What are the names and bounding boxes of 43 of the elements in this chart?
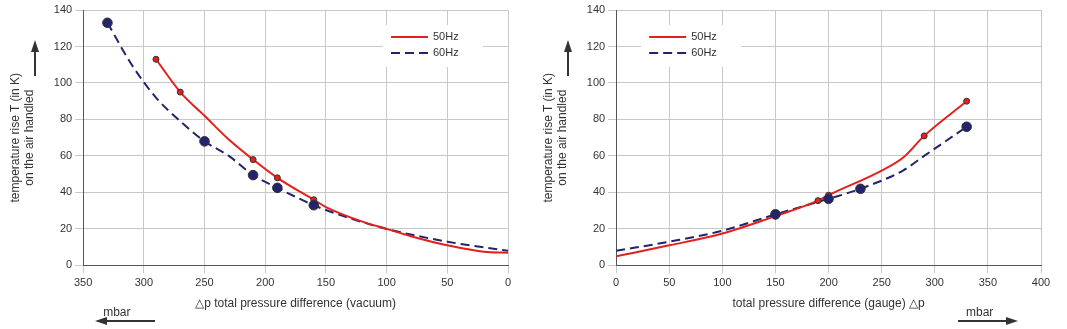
legend-label: 60Hz (691, 46, 717, 59)
y-tick-label: 80 (59, 112, 73, 125)
y-axis-title: temperature rise T (in K) on the air handled (540, 72, 569, 203)
x-tick-label: 200 (256, 276, 275, 289)
x-tick-label: 100 (377, 276, 396, 289)
y-tick-label: 0 (66, 258, 73, 271)
x-tick-label: 150 (766, 276, 785, 289)
text: mbar (103, 305, 131, 319)
x-tick-label: 400 (1031, 276, 1051, 289)
x-tick-label: 0 (613, 276, 620, 289)
y-tick-label: 40 (592, 185, 606, 198)
y-tick-label: 120 (53, 39, 73, 52)
x-tick-label: 250 (195, 276, 214, 289)
x-tick-label: 100 (713, 276, 732, 289)
y-tick-label: 100 (586, 76, 606, 88)
y-tick-label: 120 (586, 39, 606, 52)
y-tick-label: 80 (592, 112, 606, 125)
x-tick-label: 350 (978, 276, 998, 289)
x-tick-label: 150 (316, 276, 336, 289)
y-tick-label: 100 (53, 76, 73, 88)
x-tick-label: 50 (441, 276, 454, 289)
y-tick-label: 0 (599, 258, 606, 271)
legend-label: 50Hz (433, 30, 459, 43)
y-axis-title: temperature rise T (in K) on the air handled (7, 72, 36, 203)
y-tick-label: 20 (59, 221, 73, 234)
y-tick-label: 140 (53, 3, 73, 16)
text: mbar (966, 305, 994, 319)
x-axis-title: △p total pressure difference (vacuum) (195, 296, 397, 311)
y-tick-label: 60 (592, 148, 606, 161)
x-tick-label: 300 (925, 276, 944, 289)
x-tick-label: 200 (819, 276, 838, 289)
y-tick-label: 40 (59, 185, 73, 198)
legend-label: 60Hz (433, 46, 459, 59)
y-tick-label: 20 (592, 221, 606, 234)
x-tick-label: 250 (872, 276, 891, 289)
x-tick-label: 300 (134, 276, 154, 289)
legend-label: 50Hz (691, 30, 717, 43)
x-axis-title: total pressure difference (gauge) △p (732, 296, 926, 311)
x-tick-label: 0 (504, 276, 512, 289)
x-tick-label: 50 (663, 276, 676, 289)
x-tick-label: 350 (73, 276, 93, 289)
y-tick-label: 140 (586, 3, 606, 16)
y-tick-label: 60 (59, 148, 73, 161)
